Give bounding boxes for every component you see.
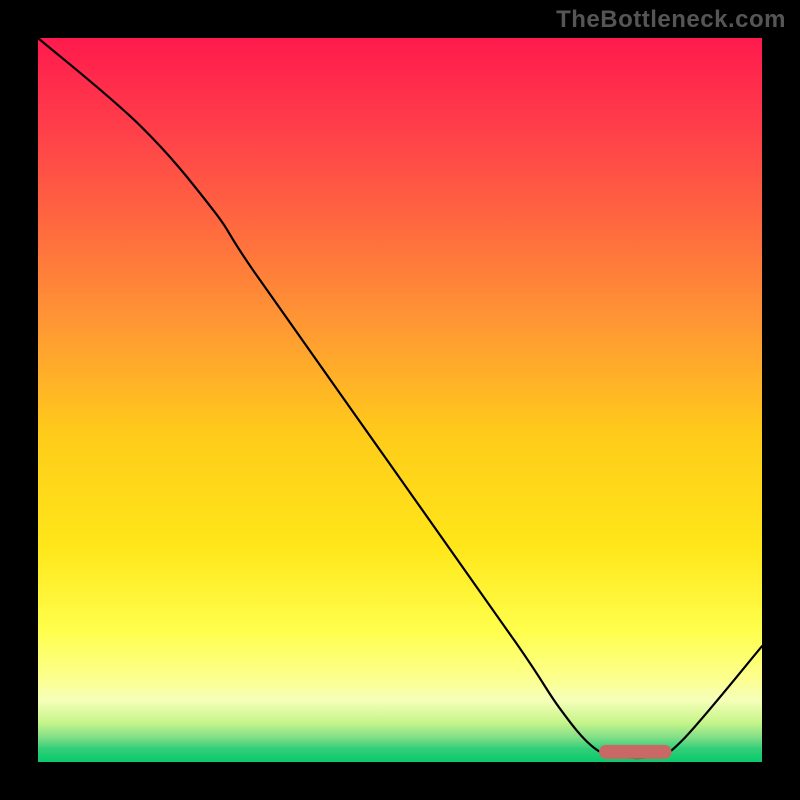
chart-frame: TheBottleneck.com: [0, 0, 800, 800]
watermark-text: TheBottleneck.com: [556, 6, 786, 34]
bottleneck-chart: [38, 38, 762, 762]
optimal-range-marker: [599, 745, 671, 759]
chart-background: [38, 38, 762, 762]
